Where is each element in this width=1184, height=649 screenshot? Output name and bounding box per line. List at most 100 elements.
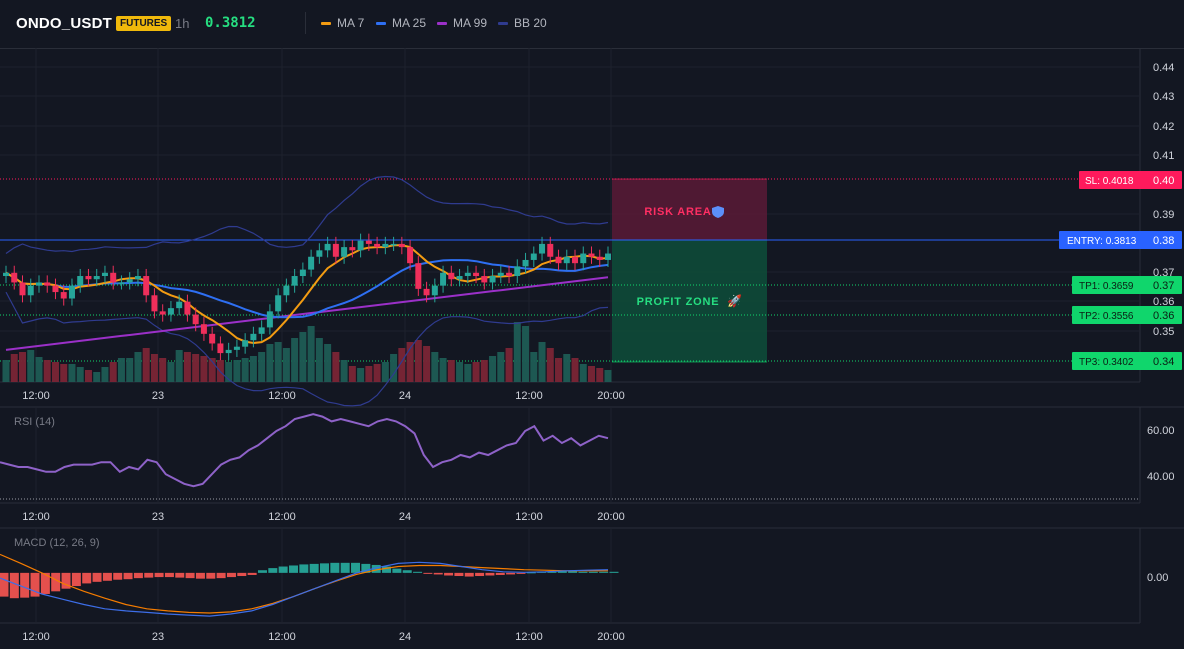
bollinger-bands	[5, 175, 609, 407]
macd-hist-bar-4	[40, 572, 50, 594]
ma7-swatch-icon	[321, 21, 331, 25]
candle-body-19	[159, 311, 166, 315]
ma99-swatch-icon	[437, 21, 447, 25]
candle-30	[250, 326, 257, 348]
macd-title: MACD (12, 26, 9)	[14, 537, 100, 549]
macd-hist-bar-54	[557, 571, 567, 573]
candle-body-20	[167, 308, 174, 315]
candle-18	[151, 288, 158, 319]
volume-bar-36	[299, 332, 307, 382]
candle-body-15	[126, 279, 133, 283]
volume-bar-25	[208, 358, 216, 382]
profit-zone	[612, 240, 767, 362]
tp3-badge[interactable]: TP3: 0.3402 0.34	[1072, 352, 1182, 370]
volume-bar-35	[291, 338, 299, 382]
symbol-name[interactable]: ONDO_USDT	[16, 15, 112, 32]
candle-body-50	[415, 263, 422, 289]
candle-body-6	[52, 285, 59, 293]
candle-48	[398, 236, 405, 255]
candle-body-45	[374, 243, 381, 248]
candle-0	[3, 265, 9, 284]
legend-ma25-label: MA 25	[392, 16, 427, 30]
macd-hist-bar-0	[0, 572, 9, 597]
x-tick-macd-0: 12:00	[22, 631, 50, 643]
y-tick-2: 0.42	[1153, 121, 1174, 133]
rsi-tick-40: 40.00	[1147, 471, 1175, 483]
volume-bar-72	[596, 368, 604, 382]
shield-icon	[712, 206, 724, 218]
entry-badge[interactable]: ENTRY: 0.3813 0.38	[1059, 231, 1182, 249]
volume-bar-34	[282, 348, 290, 382]
candle-11	[93, 268, 100, 287]
macd-hist-bar-47	[485, 572, 495, 576]
legend-ma7[interactable]: MA 7	[321, 16, 364, 30]
macd-hist-bar-43	[444, 572, 454, 576]
legend-bb20[interactable]: BB 20	[498, 16, 547, 30]
tp2-badge[interactable]: TP2: 0.3556 0.36	[1072, 306, 1182, 324]
x-tick-macd-2: 12:00	[268, 631, 296, 643]
volume-bar-54	[447, 360, 455, 382]
candle-60	[497, 265, 504, 284]
profit-zone-label: PROFIT ZONE	[637, 296, 720, 308]
candle-50	[415, 256, 422, 296]
candle-55	[456, 268, 463, 287]
volume-bar-38	[315, 338, 323, 382]
sl-axis-value: 0.40	[1153, 175, 1174, 187]
candle-body-65	[539, 243, 546, 254]
timeframe-selector[interactable]: 1h	[175, 16, 190, 31]
macd-hist-bar-59	[609, 571, 619, 573]
candle-27	[225, 342, 232, 361]
legend-ma25[interactable]: MA 25	[376, 16, 426, 30]
legend-ma7-label: MA 7	[337, 16, 365, 30]
x-tick-rsi-2: 12:00	[268, 511, 296, 523]
macd-hist-bar-39	[402, 570, 412, 573]
volume-bar-33	[274, 342, 282, 382]
candle-body-17	[143, 276, 150, 296]
candle-body-59	[489, 276, 496, 283]
macd-hist-bar-58	[599, 571, 609, 573]
candle-42	[349, 240, 356, 258]
volume-bar-2	[18, 352, 26, 382]
entry-axis-value: 0.38	[1153, 235, 1174, 247]
risk-area-label: RISK AREA	[644, 206, 711, 218]
volume-bar-3	[27, 350, 35, 382]
time-axis-rsi: 12:00 23 12:00 24 12:00 20:00	[22, 511, 625, 523]
volume-bar-47	[390, 354, 398, 382]
macd-hist-bar-56	[578, 571, 588, 573]
macd-hist-bar-23	[237, 572, 247, 577]
macd-hist-bar-5	[51, 572, 61, 592]
sl-badge[interactable]: SL: 0.4018 0.40	[1079, 171, 1182, 189]
macd-hist-bar-35	[361, 563, 371, 573]
candlesticks[interactable]	[3, 233, 611, 361]
volume-bar-23	[192, 354, 200, 382]
volume-bar-19	[159, 358, 167, 382]
macd-hist-bar-22	[226, 572, 236, 578]
candle-body-39	[324, 243, 331, 251]
candle-33	[275, 288, 282, 319]
bb20-swatch-icon	[498, 21, 508, 25]
candle-body-35	[291, 276, 298, 286]
candle-body-47	[390, 243, 397, 246]
tp1-badge[interactable]: TP1: 0.3659 0.37	[1072, 276, 1182, 294]
candle-body-30	[250, 333, 257, 341]
y-tick-0: 0.44	[1153, 62, 1174, 74]
x-tick-macd-5: 20:00	[597, 631, 625, 643]
candle-body-43	[357, 240, 364, 251]
volume-bar-22	[183, 352, 191, 382]
price-axis: 0.44 0.43 0.42 0.41 0.39 0.37 0.36 0.35	[1153, 62, 1174, 338]
candle-64	[530, 246, 537, 268]
volume-bar-18	[150, 354, 158, 382]
volume-bar-24	[200, 356, 208, 382]
macd-hist-bar-33	[340, 562, 350, 573]
volume-bar-70	[579, 364, 587, 382]
legend-ma99[interactable]: MA 99	[437, 16, 487, 30]
macd-hist-bar-50	[516, 572, 526, 574]
ma99-line	[5, 276, 609, 351]
rsi-title: RSI (14)	[14, 416, 55, 428]
volume-bar-45	[373, 364, 381, 382]
candle-body-22	[184, 301, 191, 315]
macd-hist-bar-20	[206, 572, 216, 579]
legend-bb20-label: BB 20	[514, 16, 547, 30]
macd-hist-bar-3	[30, 572, 40, 597]
